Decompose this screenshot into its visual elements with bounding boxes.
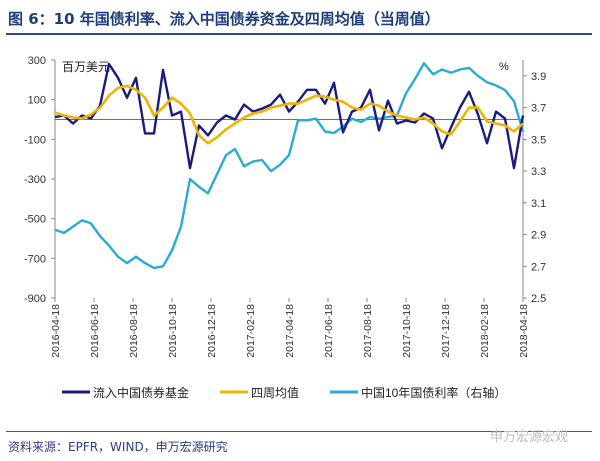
right-tick-label: 2.5 [531, 293, 546, 305]
left-tick-label: -300 [24, 174, 46, 186]
figure-title: 图 6：10 年国债利率、流入中国债券资金及四周均值（当周值） [8, 10, 440, 28]
right-tick-label: 3.9 [531, 71, 546, 83]
right-axis-unit: % [499, 61, 509, 73]
x-tick-label: 2017-06-18 [323, 304, 335, 358]
series-line-2 [54, 62, 525, 270]
x-tick-label: 2017-04-18 [284, 304, 296, 358]
x-tick-label: 2018-04-18 [518, 304, 530, 358]
x-tick-label: 2017-12-18 [440, 304, 452, 358]
chart: 300 100 -100 -300 -500 -700 -900 3.9 3.7 3.5 3.3 3.… [24, 55, 546, 400]
left-tick-label: -700 [24, 253, 46, 265]
left-tick-label: -900 [24, 293, 46, 305]
right-tick-label: 3.1 [531, 198, 546, 210]
right-tick-label: 3.3 [531, 166, 546, 178]
left-axis-unit: 百万美元 [62, 60, 110, 74]
right-tick-label: 3.5 [531, 134, 546, 146]
x-tick-label: 2016-08-18 [128, 304, 140, 358]
right-tick-label: 2.7 [531, 261, 546, 273]
series-line-0 [54, 62, 525, 170]
left-tick-label: 100 [28, 95, 46, 107]
left-tick-label: -100 [24, 134, 46, 146]
title-divider [6, 33, 592, 35]
series-line-1 [54, 84, 524, 145]
x-tick-label: 2017-10-18 [401, 304, 413, 358]
x-tick-label: 2017-08-18 [362, 304, 374, 358]
x-tick-label: 2017-02-18 [245, 304, 257, 358]
right-tick-label: 3.7 [531, 103, 546, 115]
x-tick-label: 2016-12-18 [206, 304, 218, 358]
footer-divider [6, 431, 592, 432]
legend-label-1: 四周均值 [251, 385, 299, 400]
source-note: 资料来源：EPFR，WIND，申万宏源研究 [8, 440, 228, 454]
x-tick-label: 2016-06-18 [89, 304, 101, 358]
left-tick-label: 300 [28, 55, 46, 67]
x-tick-label: 2016-04-18 [50, 304, 62, 358]
right-tick-label: 2.9 [531, 230, 546, 242]
left-tick-label: -500 [24, 214, 46, 226]
legend-label-0: 流入中国债券基金 [93, 385, 189, 400]
x-tick-label: 2016-10-18 [167, 304, 179, 358]
x-tick-label: 2018-02-18 [479, 304, 491, 358]
legend-label-2: 中国10年国债利率（右轴） [361, 385, 506, 400]
watermark: 申万宏源宏观 [490, 429, 569, 444]
